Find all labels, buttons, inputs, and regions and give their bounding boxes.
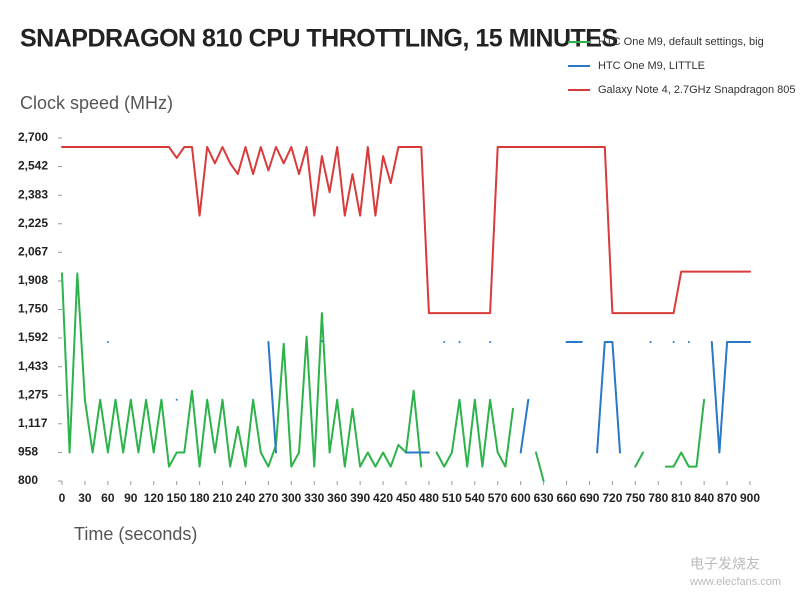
- x-tick-label: 30: [78, 491, 92, 505]
- y-axis-label: Clock speed (MHz): [20, 93, 173, 113]
- y-tick-label: 1,117: [18, 416, 48, 430]
- watermark: www.elecfans.com: [689, 576, 781, 588]
- x-tick-label: 870: [717, 491, 737, 505]
- y-tick-label: 1,592: [18, 330, 48, 344]
- y-tick-label: 2,700: [18, 130, 48, 144]
- y-tick-label: 2,383: [18, 187, 48, 201]
- x-tick-label: 630: [534, 491, 554, 505]
- x-tick-label: 780: [648, 491, 668, 505]
- x-tick-label: 570: [488, 491, 508, 505]
- series-line: [61, 146, 751, 315]
- series-line: [106, 340, 751, 454]
- watermark: 电子发烧友: [690, 556, 760, 572]
- x-tick-label: 840: [694, 491, 714, 505]
- x-tick-label: 360: [327, 491, 347, 505]
- series-line: [61, 272, 706, 482]
- x-tick-label: 750: [625, 491, 645, 505]
- y-tick-label: 958: [18, 445, 38, 459]
- x-tick-label: 300: [281, 491, 301, 505]
- legend-label: Galaxy Note 4, 2.7GHz Snapdragon 805: [598, 84, 796, 96]
- y-tick-label: 2,225: [18, 216, 48, 230]
- x-tick-label: 150: [167, 491, 187, 505]
- legend-label: HTC One M9, default settings, big: [598, 36, 764, 48]
- x-tick-label: 660: [557, 491, 577, 505]
- x-tick-label: 600: [511, 491, 531, 505]
- x-tick-label: 0: [59, 491, 66, 505]
- x-tick-label: 540: [465, 491, 485, 505]
- x-tick-label: 480: [419, 491, 439, 505]
- x-tick-label: 240: [235, 491, 255, 505]
- x-tick-label: 810: [671, 491, 691, 505]
- x-tick-label: 180: [190, 491, 210, 505]
- x-tick-label: 330: [304, 491, 324, 505]
- legend-label: HTC One M9, LITTLE: [598, 60, 705, 72]
- x-axis-label: Time (seconds): [74, 524, 197, 544]
- x-tick-label: 270: [258, 491, 278, 505]
- y-tick-label: 1,908: [18, 273, 48, 287]
- y-tick-label: 1,275: [18, 387, 48, 401]
- x-tick-label: 390: [350, 491, 370, 505]
- x-tick-label: 510: [442, 491, 462, 505]
- x-tick-label: 60: [101, 491, 115, 505]
- x-tick-label: 900: [740, 491, 760, 505]
- y-tick-label: 2,067: [18, 244, 48, 258]
- y-tick-label: 1,433: [18, 359, 48, 373]
- x-tick-label: 120: [144, 491, 164, 505]
- x-tick-label: 450: [396, 491, 416, 505]
- y-tick-label: 800: [18, 473, 38, 487]
- x-tick-label: 720: [602, 491, 622, 505]
- y-tick-label: 2,542: [18, 159, 48, 173]
- x-tick-label: 420: [373, 491, 393, 505]
- y-tick-label: 1,750: [18, 302, 48, 316]
- x-tick-label: 690: [579, 491, 599, 505]
- x-tick-label: 90: [124, 491, 138, 505]
- x-tick-label: 210: [213, 491, 233, 505]
- chart-title: SNAPDRAGON 810 CPU THROTTLING, 15 MINUTE…: [20, 25, 618, 53]
